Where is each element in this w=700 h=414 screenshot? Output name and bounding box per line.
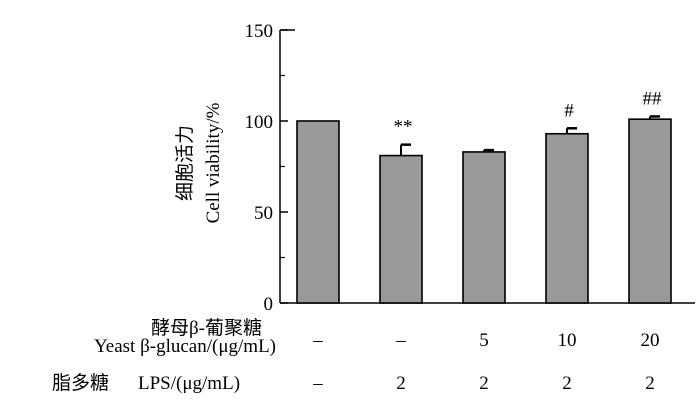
significance-mark: ** [394,117,413,138]
row-label-lps-en: LPS/(μg/mL) [138,373,240,394]
y-axis-title-en: Cell viability/% [203,102,224,223]
y-tick-group: 0 50 100 150 [245,21,288,315]
treatment-value: 2 [396,373,406,394]
treatment-value: 2 [562,373,572,394]
row-label-yeast-en: Yeast β-glucan/(μg/mL) [94,336,276,357]
treatment-value: – [395,330,406,351]
treatment-values: – – 5 10 20 – 2 2 2 2 [312,330,659,394]
bar [296,120,340,304]
significance-mark: ## [643,88,663,109]
y-axis-title: 细胞活力 Cell viability/% [174,102,224,223]
bar [545,132,589,304]
bar-group [296,118,672,304]
treatment-value: 10 [558,330,577,351]
significance-mark: # [564,100,574,121]
y-tick-label: 150 [245,21,274,42]
row-label-lps-cn: 脂多糖 [52,372,109,394]
significance-annotations: **### [394,88,663,137]
bar [379,154,423,304]
treatment-value: 2 [479,373,489,394]
error-bar-group [400,115,660,156]
treatment-table: 酵母β-葡聚糖 Yeast β-glucan/(μg/mL) 脂多糖 LPS/(… [52,317,660,394]
treatment-value: – [312,373,323,394]
treatment-value: 20 [641,330,660,351]
row-label-yeast-cn: 酵母β-葡聚糖 [151,317,262,339]
treatment-value: 5 [479,330,489,351]
treatment-value: 2 [645,373,655,394]
y-axis-title-cn: 细胞活力 [174,125,196,201]
y-tick-label: 50 [254,203,273,224]
bar [628,118,672,304]
y-tick-label: 100 [245,112,274,133]
treatment-value: – [312,330,323,351]
bar [462,151,506,304]
y-tick-label: 0 [264,294,274,315]
